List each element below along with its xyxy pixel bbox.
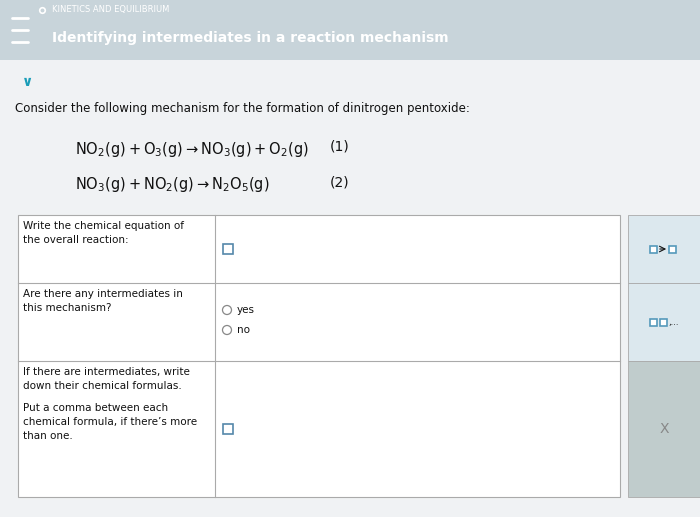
Bar bbox=[0, 60, 700, 517]
Text: Write the chemical equation of
the overall reaction:: Write the chemical equation of the overa… bbox=[23, 221, 184, 245]
Bar bbox=[628, 361, 700, 497]
Bar bbox=[628, 215, 700, 283]
Text: ,...: ,... bbox=[668, 317, 678, 327]
Bar bbox=[660, 318, 667, 326]
Text: Consider the following mechanism for the formation of dinitrogen pentoxide:: Consider the following mechanism for the… bbox=[15, 102, 470, 115]
Text: (2): (2) bbox=[330, 175, 349, 189]
Text: Identifying intermediates in a reaction mechanism: Identifying intermediates in a reaction … bbox=[52, 31, 449, 45]
Text: (1): (1) bbox=[330, 140, 350, 154]
Text: Are there any intermediates in
this mechanism?: Are there any intermediates in this mech… bbox=[23, 289, 183, 313]
Text: ∨: ∨ bbox=[22, 75, 34, 89]
Bar bbox=[650, 318, 657, 326]
Text: $\mathrm{NO_3(g) + NO_2(g) \rightarrow N_2O_5(g)}$: $\mathrm{NO_3(g) + NO_2(g) \rightarrow N… bbox=[75, 175, 270, 194]
Bar bbox=[669, 246, 676, 252]
Bar bbox=[223, 244, 233, 254]
Circle shape bbox=[223, 326, 232, 334]
Text: $\mathrm{NO_2(g) + O_3(g) \rightarrow NO_3(g) + O_2(g)}$: $\mathrm{NO_2(g) + O_3(g) \rightarrow NO… bbox=[75, 140, 309, 159]
Text: Put a comma between each
chemical formula, if there’s more
than one.: Put a comma between each chemical formul… bbox=[23, 403, 197, 441]
Bar bbox=[650, 246, 657, 252]
Circle shape bbox=[223, 306, 232, 314]
Text: no: no bbox=[237, 325, 250, 335]
Bar bbox=[223, 424, 233, 434]
Text: X: X bbox=[659, 422, 668, 436]
Bar bbox=[18, 215, 620, 497]
Text: If there are intermediates, write
down their chemical formulas.: If there are intermediates, write down t… bbox=[23, 367, 190, 391]
Text: yes: yes bbox=[237, 305, 255, 315]
Text: KINETICS AND EQUILIBRIUM: KINETICS AND EQUILIBRIUM bbox=[52, 6, 169, 14]
Bar bbox=[628, 283, 700, 361]
